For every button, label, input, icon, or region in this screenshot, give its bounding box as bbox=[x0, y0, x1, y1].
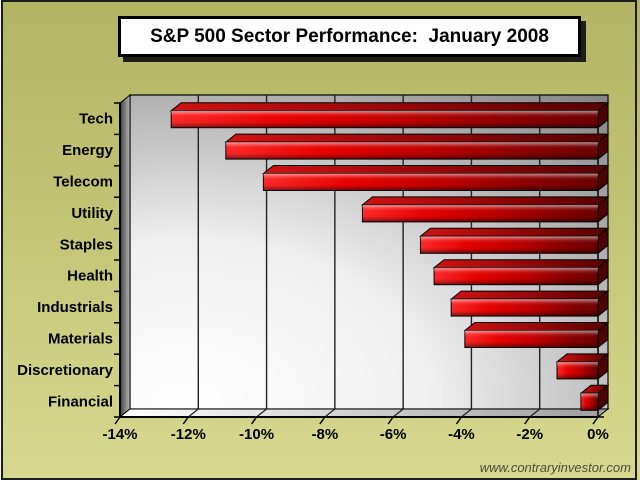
bar-bevel bbox=[557, 361, 598, 379]
category-label-materials: Materials bbox=[48, 330, 113, 347]
x-tick-label: -10% bbox=[239, 426, 274, 443]
bar-top-face bbox=[419, 227, 610, 237]
bar-bevel bbox=[171, 110, 598, 128]
left-wall bbox=[119, 93, 131, 419]
bar-bevel bbox=[580, 393, 598, 411]
floor-gridline bbox=[392, 408, 404, 418]
floor-gridline bbox=[324, 408, 336, 418]
category-label-utility: Utility bbox=[71, 205, 113, 222]
bar-bevel bbox=[464, 330, 598, 348]
x-tick-label: -4% bbox=[448, 426, 475, 443]
category-label-health: Health bbox=[67, 268, 113, 285]
x-axis-tick bbox=[387, 416, 394, 425]
bar-discretionary bbox=[555, 352, 610, 380]
category-label-telecom: Telecom bbox=[53, 173, 113, 190]
bar-utility bbox=[360, 195, 610, 223]
bar-energy bbox=[224, 133, 610, 161]
floor-gridline bbox=[256, 408, 267, 418]
x-tick-label: -6% bbox=[380, 426, 407, 443]
bar-top-face bbox=[261, 165, 610, 174]
x-axis-tick bbox=[114, 416, 121, 425]
x-axis-tick bbox=[524, 416, 531, 425]
bar-staples bbox=[419, 227, 610, 255]
x-axis-tick bbox=[182, 416, 189, 425]
bar-bevel bbox=[451, 299, 598, 317]
bar-health bbox=[432, 258, 610, 286]
x-axis-tick bbox=[592, 416, 599, 425]
bar-materials bbox=[463, 321, 610, 349]
bar-top-face bbox=[224, 133, 610, 143]
bar-top-face bbox=[169, 102, 610, 112]
bar-telecom bbox=[261, 164, 610, 192]
floor-gridline bbox=[187, 408, 199, 418]
bar-bevel bbox=[420, 236, 598, 254]
category-label-staples: Staples bbox=[60, 236, 113, 253]
bar-bevel bbox=[225, 142, 599, 160]
category-label-energy: Energy bbox=[62, 142, 114, 159]
bar-top-face bbox=[360, 196, 610, 206]
bar-top-face bbox=[463, 322, 610, 331]
x-tick-label: -8% bbox=[312, 426, 339, 443]
x-tick-label: -14% bbox=[102, 426, 137, 443]
category-label-industrials: Industrials bbox=[37, 299, 113, 316]
category-label-financial: Financial bbox=[48, 393, 113, 410]
bar-financial bbox=[579, 384, 610, 412]
x-tick-label: -2% bbox=[516, 426, 543, 443]
bar-top-face bbox=[449, 290, 610, 300]
bar-industrials bbox=[449, 290, 610, 318]
watermark: www.contraryinvestor.com bbox=[479, 460, 631, 475]
category-label-discretionary: Discretionary bbox=[17, 362, 114, 379]
bar-bevel bbox=[434, 267, 598, 285]
x-axis-tick bbox=[455, 416, 463, 425]
x-axis-tick bbox=[319, 416, 326, 425]
chart-title: S&P 500 Sector Performance: January 2008 bbox=[118, 16, 581, 57]
x-axis-tick bbox=[250, 416, 258, 425]
x-tick-label: 0% bbox=[587, 426, 609, 443]
bar-bevel bbox=[362, 204, 598, 222]
x-tick-label: -12% bbox=[171, 426, 206, 443]
floor-gridline bbox=[461, 408, 472, 418]
bar-bevel bbox=[263, 173, 598, 191]
category-label-tech: Tech bbox=[79, 111, 113, 128]
bar-tech bbox=[169, 101, 610, 129]
bar-top-face bbox=[432, 259, 610, 269]
floor-gridline bbox=[529, 408, 541, 418]
